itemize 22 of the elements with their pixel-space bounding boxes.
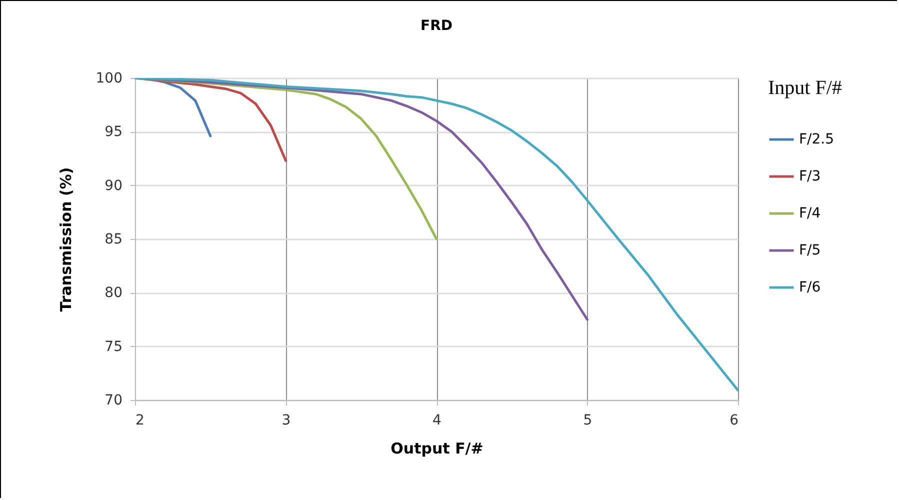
x-tick-label: 6 [730,412,739,428]
legend-label: F/6 [799,280,821,296]
y-tick-label: 100 [96,70,122,86]
x-axis-title: Output F/# [390,440,484,458]
y-tick-label: 70 [104,392,122,408]
x-tick-label: 4 [432,412,442,428]
legend-label: F/4 [799,206,821,222]
line-series [135,78,738,392]
x-tick-label: 5 [583,412,592,428]
legend-label: F/2.5 [799,132,834,148]
legend-title: Input F/# [768,77,842,99]
y-axis-title: Transmission (%) [56,167,75,312]
legend-label: F/3 [799,168,821,184]
chart-title: FRD [420,18,452,34]
y-tick-label: 80 [104,285,122,302]
x-tick-label: 3 [282,412,291,428]
y-tick-label: 75 [104,338,122,355]
legend-label: F/5 [799,242,821,258]
x-tick-label: 2 [136,412,144,428]
y-tick-label: 90 [104,178,122,194]
y-tick-label: 95 [104,124,122,140]
y-tick-label: 85 [104,232,122,248]
